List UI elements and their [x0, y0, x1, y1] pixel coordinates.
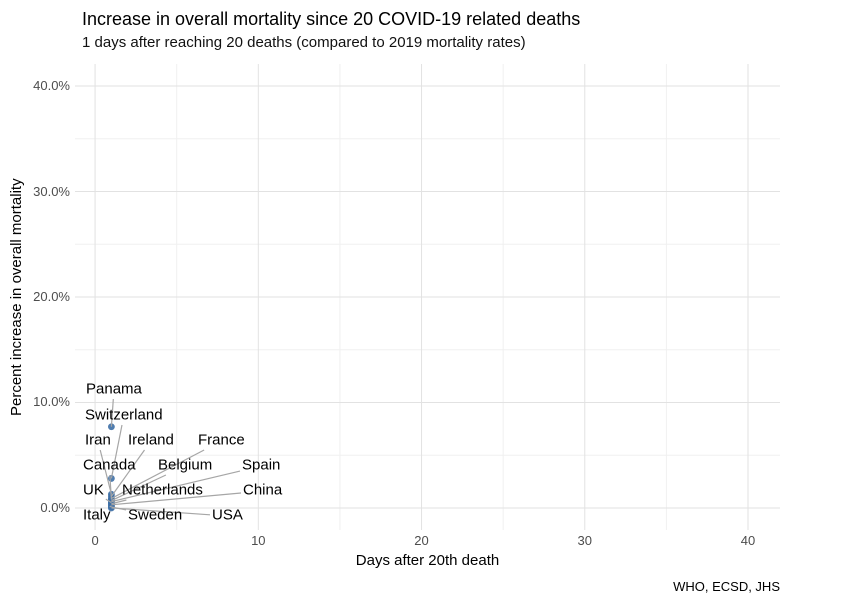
country-label-ireland: Ireland — [128, 431, 174, 449]
y-tick-label-10: 10.0% — [33, 394, 70, 410]
country-label-usa: USA — [212, 506, 243, 524]
country-label-china: China — [243, 481, 283, 499]
leader-line-netherlands — [111, 499, 127, 505]
leader-line-france — [111, 449, 205, 499]
country-label-france: France — [198, 431, 245, 449]
country-label-panama: Panama — [86, 380, 142, 398]
country-label-sweden: Sweden — [128, 506, 183, 524]
x-axis-title: Days after 20th death — [355, 552, 500, 569]
leader-line-italy — [109, 505, 112, 508]
leader-line-usa — [111, 507, 211, 516]
x-tick-label-0: 0 — [91, 533, 99, 548]
leader-line-china — [111, 492, 242, 506]
x-tick-label-30: 30 — [577, 533, 592, 548]
leader-line-iran — [99, 449, 112, 495]
country-label-belgium: Belgium — [158, 456, 213, 474]
x-tick-label-20: 20 — [414, 533, 429, 548]
leader-line-panama — [110, 398, 114, 427]
chart-title: Increase in overall mortality since 20 C… — [82, 9, 581, 29]
leader-line-belgium — [111, 474, 167, 502]
country-label-netherlands: Netherlands — [122, 481, 203, 499]
country-label-canada: Canada — [83, 456, 136, 474]
y-tick-label-0: 0.0% — [40, 499, 70, 515]
leader-line-uk — [105, 498, 112, 504]
leader-line-switzerland — [110, 424, 123, 479]
y-tick-label-20: 20.0% — [33, 289, 70, 304]
leader-line-spain — [111, 470, 241, 503]
x-tick-label-40: 40 — [740, 533, 756, 548]
country-label-spain: Spain — [242, 456, 281, 474]
country-label-iran: Iran — [85, 431, 111, 449]
leader-line-ireland — [110, 449, 145, 497]
x-tick-label-10: 10 — [251, 533, 266, 548]
y-tick-label-30: 30.0% — [33, 183, 70, 199]
y-tick-label-40: 40.0% — [33, 78, 70, 94]
leader-line-canada — [109, 474, 112, 500]
country-label-switzerland: Switzerland — [85, 406, 163, 424]
country-label-italy: Italy — [83, 506, 111, 524]
chart-caption: WHO, ECSD, JHS — [673, 579, 780, 594]
chart-subtitle: 1 days after reaching 20 deaths (compare… — [82, 34, 526, 51]
country-label-uk: UK — [83, 481, 104, 499]
